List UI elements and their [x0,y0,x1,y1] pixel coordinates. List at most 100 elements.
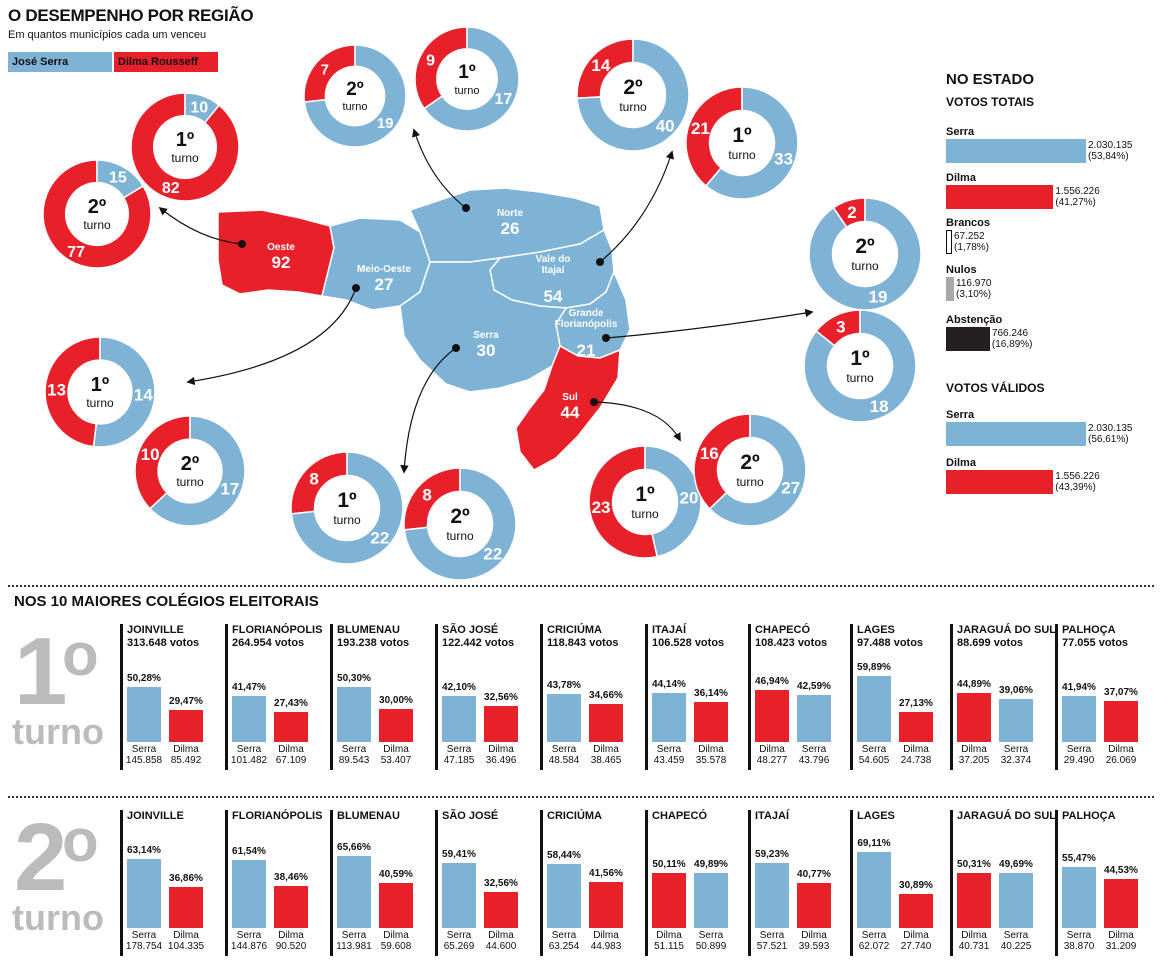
city-name: PALHOÇA [1062,810,1116,822]
city-bar-serra [857,851,891,928]
city-bar-percent: 38,46% [274,871,308,883]
donut-turn-label: 1º [850,347,870,370]
leader-dot [596,258,604,266]
city-bar-dilma [652,872,686,928]
donut-slice-serra [808,197,922,311]
city-name: LAGES [857,624,895,636]
leader-dot [590,398,598,406]
cities-title: NOS 10 MAIORES COLÉGIOS ELEITORAIS [14,593,319,610]
city-bar-percent: 50,30% [337,672,371,684]
donut-value-dilma: 8 [422,486,431,505]
city-bar-dilma [899,712,933,742]
region-name-label: Serra [473,330,499,341]
city-total-votes: 193.238 votos [337,637,410,649]
city-bar-candidate: Serra 145.858 [125,744,163,766]
city-bar-candidate: Serra 113.981 [336,930,372,952]
state-item-label: Brancos [946,217,991,229]
city-bar-candidate: Serra 29.490 [1063,744,1095,766]
region-value-label: 27 [375,275,394,294]
city-bar-serra [442,862,476,928]
donut-slice-dilma [685,86,743,187]
city-name: CRICIÚMA [547,624,602,636]
city-name: CHAPECÓ [652,810,708,822]
city-bar-candidate: Serra 89.543 [338,744,370,766]
donut-turn-label: 1º [732,124,752,147]
region-name-label: Florianópolis [555,319,618,330]
city-bar-percent: 63,14% [127,844,161,856]
leader-arrow [599,150,674,263]
city-bar-candidate: Dilma 27.740 [900,930,932,952]
city-bar-dilma [957,692,991,742]
donut-turno-word: turno [736,475,764,489]
city-bar-candidate: Serra 54.605 [858,744,890,766]
donut-value-serra: 20 [680,488,699,507]
donut-turn-label: 2º [740,451,760,474]
legend-item-dilma: Dilma Rousseff [114,51,218,73]
city-bar-serra [547,863,581,928]
city-bar-dilma [589,703,623,742]
state-subtitle-totais: VOTOS TOTAIS [946,95,1035,109]
city-bar-percent: 30,89% [899,880,933,892]
turn-word: turno [12,711,104,752]
city-bar-candidate: Serra 32.374 [1000,744,1032,766]
donut-slice-serra [92,336,156,448]
state-item-label: Dilma [946,172,976,184]
city-bar-serra [1062,695,1096,742]
city-bar-percent: 65,66% [337,841,371,853]
city-separator [540,624,543,770]
legend-swatch-serra: José Serra [8,52,112,72]
city-bar-candidate: Dilma 44.600 [485,930,517,952]
city-bar-dilma [169,887,203,928]
city-total-votes: 122.442 votos [442,637,515,649]
city-bar-percent: 32,56% [484,692,518,704]
city-bar-percent: 50,28% [127,672,161,684]
city-bar-serra [337,686,371,742]
city-name: PALHOÇA [1062,624,1116,636]
donut-value-serra: 19 [377,115,394,132]
donut-turno-word: turno [619,100,647,114]
leader-arrow [412,128,467,209]
city-bar-serra [694,873,728,928]
city-bar-serra [857,676,891,742]
donut-turno-word: turno [728,148,756,162]
city-name: SÃO JOSÉ [442,624,499,636]
city-bar-percent: 59,89% [857,662,891,674]
city-bar-candidate: Serra 63.254 [548,930,580,952]
donut-turn-label: 1º [91,374,109,396]
city-separator [645,624,648,770]
state-item-label: Serra [946,409,975,421]
donut-slice-serra [423,26,520,132]
city-bar-candidate: Dilma 44.983 [590,930,622,952]
city-bar-percent: 36,86% [169,873,203,885]
city-separator [748,810,751,956]
city-separator [120,810,123,956]
city-bar-percent: 41,47% [232,682,266,694]
leader-arrow [593,401,681,442]
turn-ordinal: o [62,621,99,688]
donut-value-dilma: 2 [847,203,856,222]
city-separator [330,624,333,770]
city-bar-candidate: Serra 43.459 [653,744,685,766]
turn-word: turno [12,897,104,938]
city-bar-percent: 36,14% [694,688,728,700]
city-separator [120,624,123,770]
donut-slice-dilma [693,413,751,510]
donut-value-serra: 10 [190,100,208,117]
city-bar-percent: 40,77% [797,869,831,881]
city-bar-percent: 44,53% [1104,865,1138,877]
city-bar-percent: 39,06% [999,685,1033,697]
city-bar-candidate: Dilma 85.492 [170,744,202,766]
donut-turn-label: 1º [635,483,655,506]
donut-value-dilma: 21 [691,119,710,138]
region-name-label: Grande [568,308,603,319]
city-bar-serra [797,695,831,742]
city-bar-candidate: Dilma 40.731 [958,930,990,952]
city-bar-dilma [589,882,623,928]
donut-turno-word: turno [454,85,479,97]
city-bar-percent: 27,13% [899,698,933,710]
